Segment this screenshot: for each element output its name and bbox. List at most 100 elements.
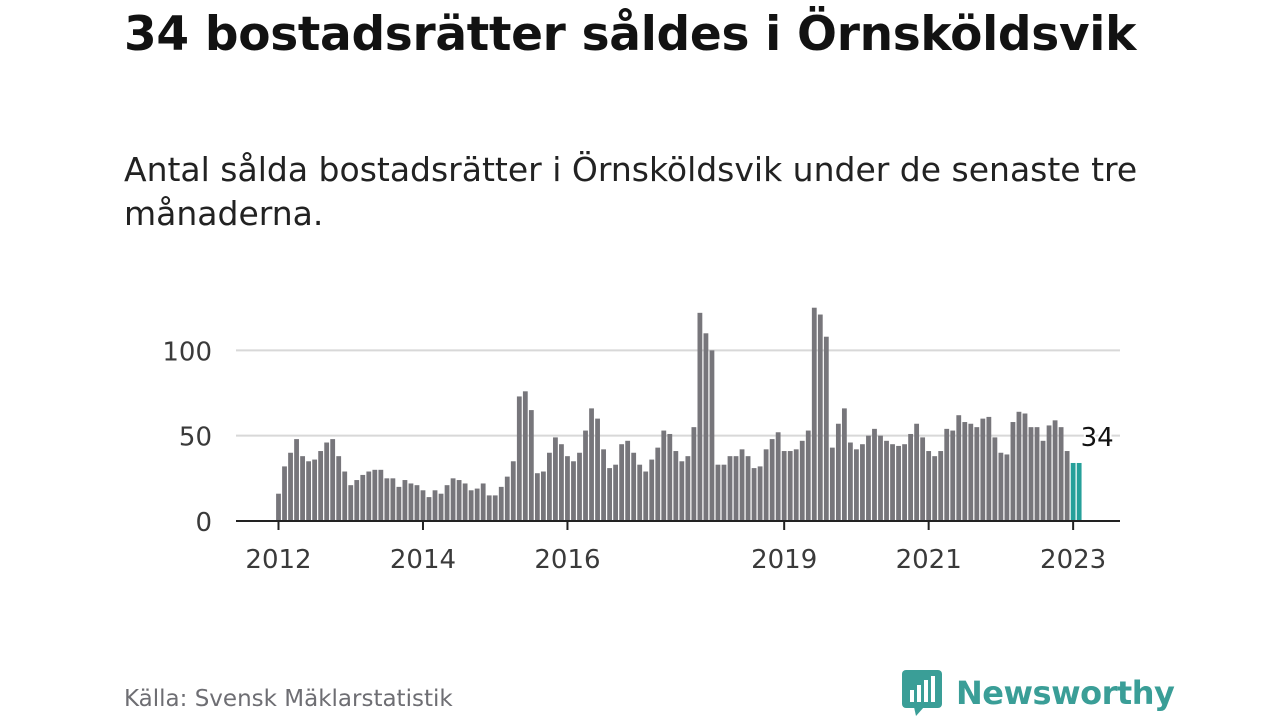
bar	[1052, 420, 1058, 521]
bar	[829, 447, 835, 521]
bar	[534, 473, 540, 521]
bar	[288, 452, 293, 521]
bar	[480, 483, 486, 521]
bar	[637, 464, 643, 521]
bar	[1040, 440, 1046, 521]
bar	[823, 336, 829, 521]
y-axis-ticks: 0 50 100	[162, 337, 212, 538]
bar	[1028, 427, 1034, 521]
bar	[1058, 427, 1064, 521]
bar	[757, 466, 763, 521]
bar	[366, 471, 372, 521]
bar	[649, 459, 655, 521]
bar	[805, 430, 811, 521]
bar	[866, 435, 871, 521]
bar	[294, 439, 299, 521]
source-note: Källa: Svensk Mäklarstatistik	[124, 686, 453, 712]
bar	[432, 490, 438, 521]
bar	[336, 456, 342, 521]
bar	[721, 464, 727, 521]
bar	[697, 312, 703, 521]
bar	[372, 469, 378, 521]
bar	[655, 447, 661, 521]
bar	[727, 456, 733, 521]
bar	[745, 456, 751, 521]
bar	[360, 474, 366, 521]
bar	[968, 423, 974, 521]
bar	[589, 408, 594, 521]
bar	[673, 451, 679, 521]
x-tick-label: 2014	[390, 545, 456, 575]
chart-title: 34 bostadsrätter såldes i Örnsköldsvik	[124, 7, 1137, 62]
bar	[565, 456, 570, 521]
bar	[540, 471, 546, 521]
annotations: 34	[1079, 421, 1116, 455]
bar	[474, 488, 480, 521]
bar	[553, 437, 558, 521]
bar	[944, 428, 950, 521]
bar	[775, 432, 781, 521]
bar	[992, 437, 998, 521]
bar	[902, 444, 907, 521]
bar	[811, 307, 817, 521]
bar	[799, 440, 805, 521]
brand-name: Newsworthy	[956, 674, 1175, 712]
brand-logo: Newsworthy	[902, 670, 1175, 716]
bar	[854, 449, 859, 521]
bar	[739, 449, 745, 521]
bar-highlight	[1076, 462, 1082, 521]
bar	[595, 418, 600, 521]
bar	[685, 456, 691, 521]
bar	[1016, 411, 1022, 521]
bar	[835, 423, 841, 521]
bar	[787, 451, 793, 521]
bar	[330, 439, 336, 521]
y-tick-label: 0	[195, 508, 212, 538]
bar	[1064, 451, 1070, 521]
y-tick-label: 50	[179, 423, 212, 453]
bar	[872, 428, 877, 521]
newsworthy-logo-icon	[902, 670, 942, 716]
bar	[601, 449, 606, 521]
bar	[848, 442, 853, 521]
bar	[631, 452, 637, 521]
bar	[318, 451, 324, 521]
bar	[817, 314, 823, 521]
bar	[468, 490, 474, 521]
bar	[522, 391, 528, 521]
bars	[276, 307, 1082, 521]
bar	[890, 444, 895, 521]
bar	[516, 396, 522, 521]
x-axis-ticks: 2012 2014 2016 2019 2021 2023	[245, 521, 1106, 575]
bar	[733, 456, 739, 521]
bar	[312, 459, 318, 521]
bar	[841, 408, 847, 521]
bar	[414, 485, 420, 521]
bar	[324, 442, 330, 521]
x-tick-label: 2023	[1040, 545, 1106, 575]
bar	[793, 449, 799, 521]
bar	[691, 427, 697, 521]
bar	[559, 444, 564, 521]
bar-chart: 0 50 100 2012 2014 2016 2019 2021 2023 34	[162, 307, 1120, 575]
bar	[920, 437, 926, 521]
bar	[276, 493, 281, 521]
bar	[396, 486, 402, 521]
bar	[763, 449, 769, 521]
bar	[884, 440, 889, 521]
bar	[932, 456, 938, 521]
bar	[926, 451, 932, 521]
bar	[1034, 427, 1040, 521]
bar	[408, 483, 414, 521]
bar	[583, 430, 588, 521]
bar	[504, 476, 510, 521]
x-tick-label: 2016	[534, 545, 600, 575]
bar	[402, 480, 408, 521]
bar	[450, 478, 456, 521]
bar	[998, 452, 1004, 521]
bar	[577, 452, 582, 521]
bar	[619, 444, 625, 521]
bar	[354, 480, 360, 521]
bar	[914, 423, 920, 521]
bar	[667, 433, 673, 521]
